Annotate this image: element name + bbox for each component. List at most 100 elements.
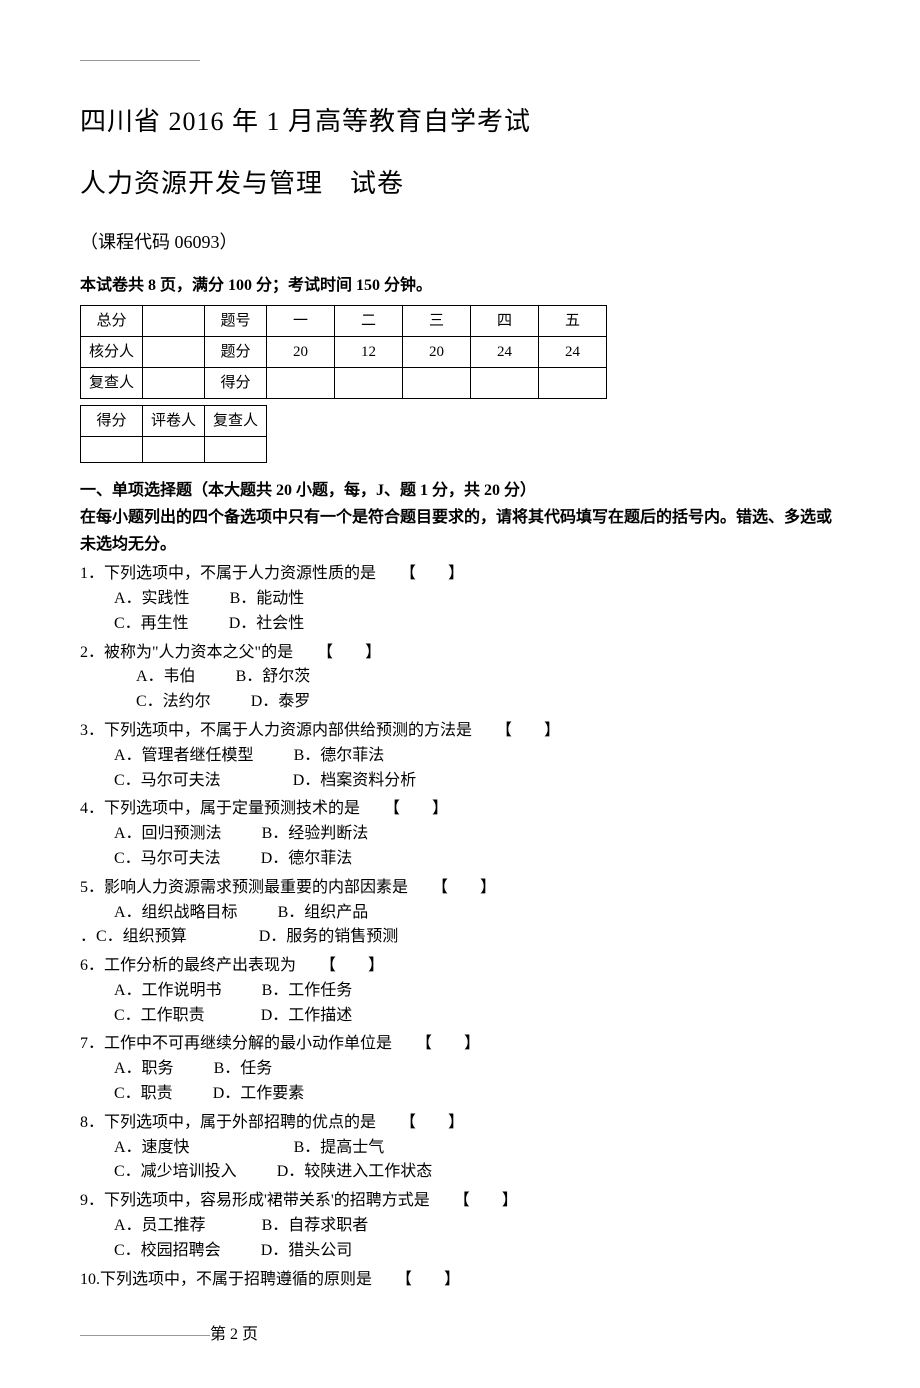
section-title-line2: 在每小题列出的四个备选项中只有一个是符合题目要求的，请将其代码填写在题后的括号内…	[80, 509, 832, 553]
option-d: D．社会性	[229, 615, 305, 632]
cell: 三	[403, 305, 471, 336]
option-b: B．德尔菲法	[294, 747, 385, 764]
question-5: 5．影响人力资源需求预测最重要的内部因素是 【 】 A．组织战略目标 B．组织产品…	[80, 876, 840, 950]
cell	[539, 367, 607, 398]
exam-title-sub: 人力资源开发与管理 试卷	[80, 163, 840, 205]
cell	[471, 367, 539, 398]
option-b: B．经验判断法	[262, 825, 369, 842]
option-a: A．管理者继任模型	[114, 747, 254, 764]
option-b: B．组织产品	[278, 904, 369, 921]
question-text: 9．下列选项中，容易形成'裙带关系'的招聘方式是 【 】	[80, 1189, 840, 1214]
cell	[143, 367, 205, 398]
cell: 12	[335, 336, 403, 367]
cell: 20	[403, 336, 471, 367]
cell: 复查人	[81, 367, 143, 398]
option-b: B．提高士气	[294, 1139, 385, 1156]
cell: 二	[335, 305, 403, 336]
question-options: A．速度快B．提高士气 C．减少培训投入D．较陕进入工作状态	[80, 1136, 840, 1186]
cell: 题号	[205, 305, 267, 336]
option-b: B．工作任务	[262, 982, 353, 999]
option-c: C．法约尔	[136, 693, 211, 710]
question-10: 10.下列选项中，不属于招聘遵循的原则是 【 】	[80, 1268, 840, 1293]
question-text: 8．下列选项中，属于外部招聘的优点的是 【 】	[80, 1111, 840, 1136]
cell	[267, 367, 335, 398]
option-d: D．泰罗	[251, 693, 311, 710]
cell: 五	[539, 305, 607, 336]
question-options: A．实践性B．能动性 C．再生性D．社会性	[80, 587, 840, 637]
cell: 总分	[81, 305, 143, 336]
table-row: 得分 评卷人 复查人	[81, 405, 267, 436]
cell	[335, 367, 403, 398]
option-a: A．组织战略目标	[114, 904, 238, 921]
option-a: A．职务	[114, 1060, 174, 1077]
cell	[403, 367, 471, 398]
table-row	[81, 436, 267, 462]
option-d: D．较陕进入工作状态	[277, 1163, 433, 1180]
option-a: A．工作说明书	[114, 982, 222, 999]
cell: 评卷人	[143, 405, 205, 436]
option-a: A．实践性	[114, 590, 190, 607]
option-b: B．舒尔茨	[236, 668, 311, 685]
question-options: A．组织战略目标 B．组织产品	[80, 901, 840, 926]
cell: 一	[267, 305, 335, 336]
option-d: D．德尔菲法	[261, 850, 353, 867]
question-text: 1．下列选项中，不属于人力资源性质的是 【 】	[80, 562, 840, 587]
question-8: 8．下列选项中，属于外部招聘的优点的是 【 】 A．速度快B．提高士气 C．减少…	[80, 1111, 840, 1185]
header-divider	[80, 60, 200, 61]
option-b: B．任务	[214, 1060, 273, 1077]
question-text: 10.下列选项中，不属于招聘遵循的原则是 【 】	[80, 1268, 840, 1293]
cell: 得分	[81, 405, 143, 436]
cell	[143, 336, 205, 367]
cell	[205, 436, 267, 462]
cell: 题分	[205, 336, 267, 367]
option-d: D．猎头公司	[261, 1242, 353, 1259]
option-c: C．马尔可夫法	[114, 772, 221, 789]
cell: 复查人	[205, 405, 267, 436]
question-text: 3．下列选项中，不属于人力资源内部供给预测的方法是 【 】	[80, 719, 840, 744]
option-d: D．档案资料分析	[293, 772, 417, 789]
question-6: 6．工作分析的最终产出表现为 【 】 A．工作说明书B．工作任务 C．工作职责D…	[80, 954, 840, 1028]
cell: 四	[471, 305, 539, 336]
table-row: 总分 题号 一 二 三 四 五	[81, 305, 607, 336]
cell	[81, 436, 143, 462]
page-footer: 第 2 页	[80, 1322, 840, 1348]
table-row: 复查人 得分	[81, 367, 607, 398]
option-c: C．再生性	[114, 615, 189, 632]
option-d: D．服务的销售预测	[259, 928, 399, 945]
question-text: 5．影响人力资源需求预测最重要的内部因素是 【 】	[80, 876, 840, 901]
question-options: A．回归预测法 B．经验判断法 C．马尔可夫法 D．德尔菲法	[80, 822, 840, 872]
section-title-line1: 一、单项选择题（本大题共 20 小题，每，J、题 1 分，共 20 分）	[80, 482, 536, 499]
page-number: 第 2 页	[210, 1326, 258, 1343]
cell: 24	[539, 336, 607, 367]
question-text: 4．下列选项中，属于定量预测技术的是 【 】	[80, 797, 840, 822]
option-a: A．速度快	[114, 1139, 190, 1156]
question-text: 2．被称为"人力资本之父"的是 【 】	[80, 641, 840, 666]
option-a: A．回归预测法	[114, 825, 222, 842]
option-b: B．自荐求职者	[262, 1217, 369, 1234]
cell: 24	[471, 336, 539, 367]
question-text: 6．工作分析的最终产出表现为 【 】	[80, 954, 840, 979]
table-row: 核分人 题分 20 12 20 24 24	[81, 336, 607, 367]
option-c: ．C．组织预算	[80, 928, 187, 945]
question-options: A．韦伯 B．舒尔茨 C．法约尔 D．泰罗	[80, 665, 840, 715]
option-a: A．韦伯	[136, 668, 196, 685]
cell: 核分人	[81, 336, 143, 367]
cell: 20	[267, 336, 335, 367]
cell	[143, 305, 205, 336]
question-4: 4．下列选项中，属于定量预测技术的是 【 】 A．回归预测法 B．经验判断法 C．…	[80, 797, 840, 871]
question-1: 1．下列选项中，不属于人力资源性质的是 【 】 A．实践性B．能动性 C．再生性…	[80, 562, 840, 636]
question-7: 7．工作中不可再继续分解的最小动作单位是 【 】 A．职务B．任务 C．职责D．…	[80, 1032, 840, 1106]
option-c: C．马尔可夫法	[114, 850, 221, 867]
score-table: 总分 题号 一 二 三 四 五 核分人 题分 20 12 20 24 24 复查…	[80, 305, 607, 399]
question-2: 2．被称为"人力资本之父"的是 【 】 A．韦伯 B．舒尔茨 C．法约尔 D．泰罗	[80, 641, 840, 715]
option-c: C．工作职责	[114, 1007, 205, 1024]
sub-score-table: 得分 评卷人 复查人	[80, 405, 267, 463]
cell	[143, 436, 205, 462]
option-a: A．员工推荐	[114, 1217, 206, 1234]
question-options: A．职务B．任务 C．职责D．工作要素	[80, 1057, 840, 1107]
question-options: A．管理者继任模型 B．德尔菲法 C．马尔可夫法 D．档案资料分析	[80, 744, 840, 794]
question-options: A．工作说明书B．工作任务 C．工作职责D．工作描述	[80, 979, 840, 1029]
course-code: （课程代码 06093）	[80, 228, 840, 257]
question-options: A．员工推荐B．自荐求职者 C．校园招聘会D．猎头公司	[80, 1214, 840, 1264]
option-c: C．职责	[114, 1085, 173, 1102]
